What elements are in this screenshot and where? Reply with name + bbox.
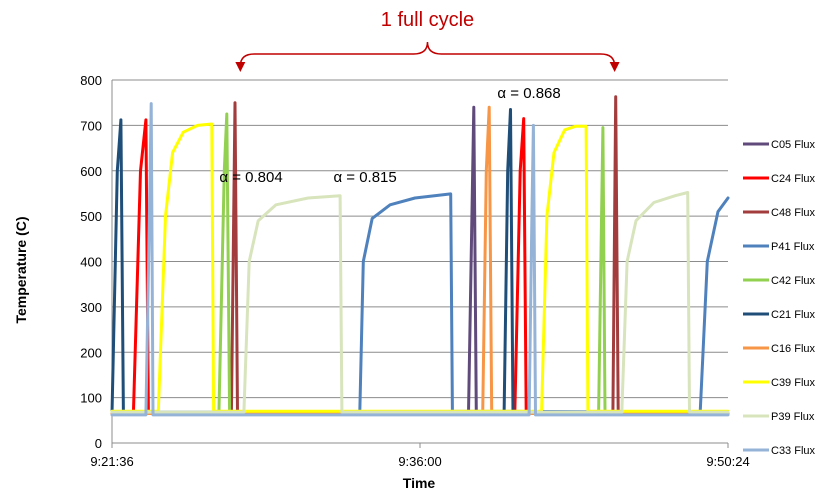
- legend-label: C05 Flux: [771, 139, 816, 151]
- series-line: [110, 95, 730, 415]
- legend-label: C16 Flux: [771, 343, 816, 355]
- series-line: [110, 102, 730, 417]
- series-line: [110, 192, 730, 414]
- series-line: [110, 112, 730, 415]
- legend-label: C21 Flux: [771, 309, 816, 321]
- y-axis-title: Temperature (C): [13, 216, 29, 323]
- series-line: [110, 122, 730, 413]
- series-line: [110, 117, 730, 415]
- y-tick-label: 0: [95, 436, 102, 451]
- x-tick-label: 9:36:00: [398, 454, 441, 469]
- alpha-annotation: α = 0.868: [497, 85, 560, 102]
- y-tick-label: 600: [80, 164, 102, 179]
- x-tick-label: 9:21:36: [90, 454, 133, 469]
- y-tick-label: 400: [80, 255, 102, 270]
- series-line: [110, 105, 730, 415]
- series-line: [110, 191, 730, 414]
- legend-label: C39 Flux: [771, 377, 816, 389]
- y-tick-label: 200: [80, 345, 102, 360]
- y-tick-label: 800: [80, 73, 102, 88]
- x-tick-label: 9:50:24: [706, 454, 749, 469]
- cycle-bracket-line: [239, 41, 616, 67]
- legend-label: C42 Flux: [771, 275, 816, 287]
- cycle-arrow-left: [235, 62, 246, 72]
- x-axis-title: Time: [403, 475, 436, 491]
- y-axis-ticks: 0 100 200 300 400 500 600 700 800: [80, 73, 102, 451]
- y-tick-label: 300: [80, 300, 102, 315]
- series-layer: [110, 95, 730, 417]
- cycle-label: 1 full cycle: [381, 9, 474, 31]
- legend-label: P41 Flux: [771, 241, 815, 253]
- legend-label: P39 Flux: [771, 411, 815, 423]
- annotations: α = 0.804 α = 0.815 α = 0.868: [219, 85, 560, 186]
- legend-label: C33 Flux: [771, 445, 816, 457]
- alpha-annotation: α = 0.804: [219, 169, 282, 186]
- x-axis-ticks: 9:21:36 9:36:00 9:50:24: [90, 443, 750, 469]
- cycle-arrow-right: [609, 62, 620, 72]
- cycle-bracket: 1 full cycle: [235, 9, 620, 72]
- legend-label: C48 Flux: [771, 207, 816, 219]
- y-tick-label: 100: [80, 391, 102, 406]
- alpha-annotation: α = 0.815: [333, 169, 396, 186]
- y-tick-label: 700: [80, 118, 102, 133]
- legend-label: C24 Flux: [771, 173, 816, 185]
- legend: C05 Flux C24 Flux C48 Flux P41 Flux C42 Flux…: [743, 139, 816, 457]
- y-tick-label: 500: [80, 209, 102, 224]
- gridlines: [112, 79, 728, 399]
- series-line: [110, 105, 730, 415]
